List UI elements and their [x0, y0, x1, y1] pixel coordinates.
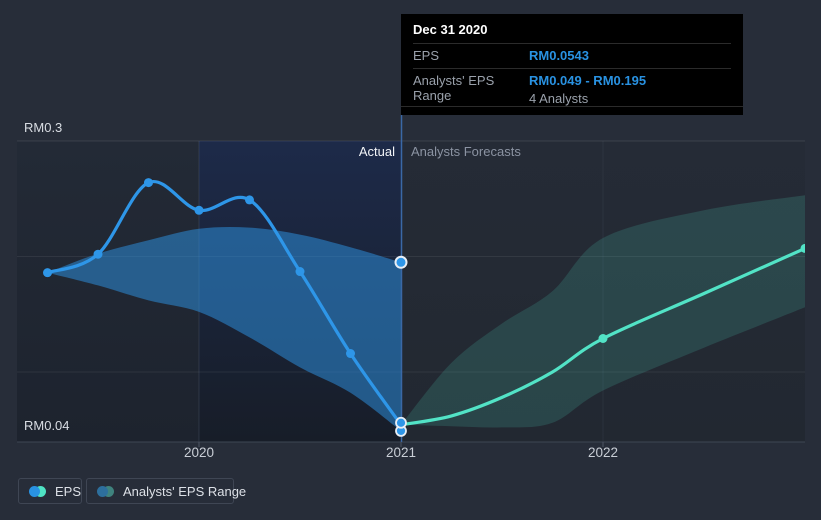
actual-zone-label: Actual	[358, 144, 395, 159]
eps-data-point[interactable]	[43, 268, 52, 278]
y-axis-label-top: RM0.3	[24, 120, 63, 135]
tooltip-range-row: Analysts' EPS Range RM0.049 - RM0.195 4 …	[413, 69, 731, 111]
forecast-zone-label: Analysts Forecasts	[411, 144, 521, 159]
eps-data-point[interactable]	[93, 249, 103, 259]
forecast-data-point[interactable]	[800, 243, 810, 253]
tooltip-range-value: RM0.049 - RM0.195	[529, 73, 647, 88]
legend-toggle-analysts-eps-range[interactable]: Analysts' EPS Range	[86, 478, 246, 504]
hover-tooltip: Dec 31 2020 EPS RM0.0543 Analysts' EPS R…	[401, 14, 743, 115]
eps-data-point[interactable]	[295, 267, 305, 277]
tooltip-range-label: Analysts' EPS Range	[413, 73, 495, 103]
y-axis-label-bottom: RM0.04	[24, 418, 70, 433]
eps-data-point[interactable]	[194, 205, 204, 215]
tooltip-date: Dec 31 2020	[413, 22, 731, 44]
x-tick-label-2021: 2021	[385, 445, 417, 460]
highlight-range-high-point[interactable]	[394, 255, 408, 269]
tooltip-analysts-count: 4 Analysts	[529, 91, 589, 106]
tooltip-eps-value: RM0.0543	[529, 48, 589, 63]
eps-data-point[interactable]	[144, 178, 153, 188]
teal-dot-icon	[35, 485, 46, 497]
band-actual-range	[47, 227, 401, 431]
eps-series-swatch-icon	[29, 485, 46, 497]
plot-background-forecast	[401, 141, 805, 442]
eps-data-point[interactable]	[245, 195, 254, 205]
legend-label-eps: EPS	[55, 483, 82, 499]
muted-blue-dot-icon	[97, 485, 108, 497]
blue-dot-icon	[29, 485, 40, 497]
x-tick-label-2022: 2022	[587, 445, 619, 460]
legend-label-analysts-eps-range: Analysts' EPS Range	[123, 483, 247, 499]
eps-forecast-line	[399, 246, 805, 427]
tooltip-eps-label: EPS	[413, 48, 440, 63]
legend-toggle-eps[interactable]: EPS	[18, 478, 82, 504]
muted-teal-dot-icon	[103, 485, 114, 497]
tooltip-eps-row: EPS RM0.0543	[413, 44, 731, 69]
eps-data-point[interactable]	[346, 349, 355, 359]
forecast-data-point[interactable]	[598, 334, 608, 344]
tooltip-footer-divider	[401, 106, 743, 107]
x-tick-label-2020: 2020	[183, 445, 215, 460]
highlight-eps-point[interactable]	[395, 416, 407, 429]
range-series-swatch-icon	[97, 485, 114, 497]
band-forecast-range	[401, 195, 805, 428]
